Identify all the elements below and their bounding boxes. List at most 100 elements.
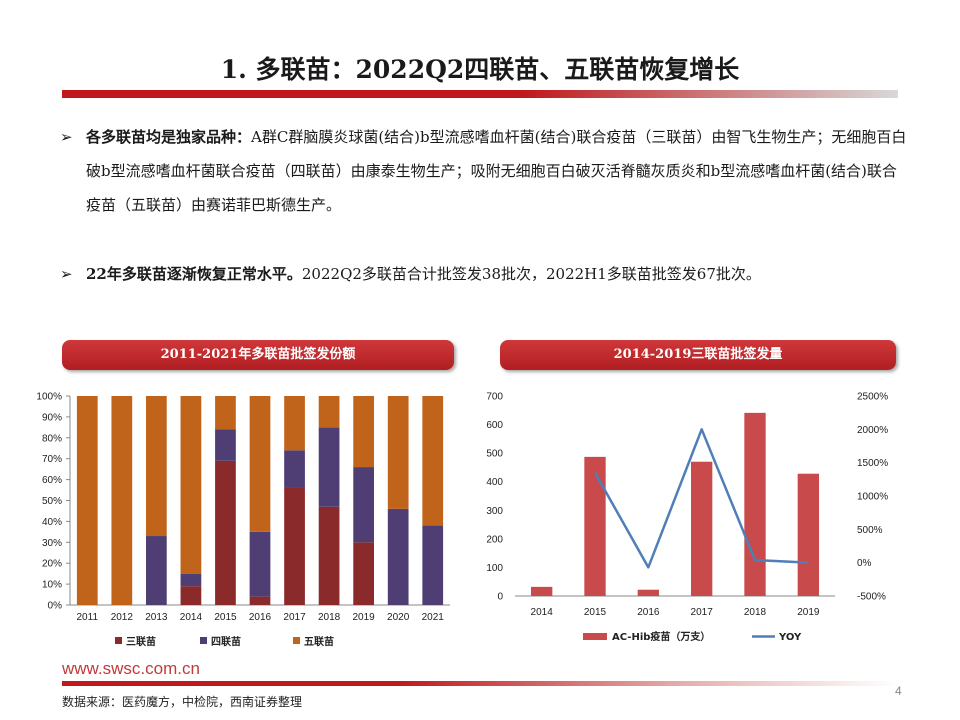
bar <box>797 473 819 596</box>
legend-swatch <box>200 637 207 644</box>
y-right-tick-label: -500% <box>857 592 886 603</box>
x-tick-label: 2013 <box>145 612 168 623</box>
y-tick-label: 0% <box>48 601 63 612</box>
footer-divider <box>62 681 898 686</box>
bar-segment <box>422 396 444 526</box>
arrow-bullet-icon: ➢ <box>60 265 73 283</box>
x-tick-label: 2012 <box>111 612 134 623</box>
y-left-tick-label: 0 <box>497 592 503 603</box>
bar <box>531 586 553 596</box>
legend-label: 三联苗 <box>126 635 156 648</box>
bar-segment <box>180 396 202 574</box>
x-tick-label: 2015 <box>214 612 237 623</box>
y-left-tick-label: 300 <box>486 506 503 517</box>
y-right-tick-label: 1500% <box>857 458 888 469</box>
bullet-heading: 各多联苗均是独家品种： <box>86 128 252 146</box>
y-left-tick-label: 600 <box>486 420 503 431</box>
bar-segment <box>353 542 374 605</box>
bar-segment <box>249 396 271 532</box>
x-tick-label: 2019 <box>797 607 820 618</box>
bar-segment <box>215 396 236 430</box>
bullet-recovery: ➢ 22年多联苗逐渐恢复正常水平。2022Q2多联苗合计批签发38批次，2022… <box>60 257 910 291</box>
x-tick-label: 2018 <box>744 607 767 618</box>
x-tick-label: 2015 <box>584 607 607 618</box>
bar-segment <box>249 596 271 605</box>
legend-label: 五联苗 <box>304 635 334 648</box>
bar-segment <box>180 586 202 605</box>
bar <box>637 589 659 596</box>
x-tick-label: 2018 <box>318 612 341 623</box>
legend-label: AC-Hib疫苗（万支） <box>612 630 710 643</box>
chart-title-volume: 2014-2019三联苗批签发量 <box>500 340 896 370</box>
chart-title-share: 2011-2021年多联苗批签发份额 <box>62 340 454 370</box>
footer-url[interactable]: www.swsc.com.cn <box>62 659 200 678</box>
y-tick-label: 80% <box>42 433 62 444</box>
y-tick-label: 100% <box>36 392 62 403</box>
y-left-tick-label: 200 <box>486 534 503 545</box>
title-divider <box>62 90 898 98</box>
x-tick-label: 2020 <box>387 612 410 623</box>
bar-segment <box>76 396 98 605</box>
x-tick-label: 2017 <box>691 607 714 618</box>
bar-segment <box>353 396 374 468</box>
y-right-tick-label: 1000% <box>857 492 888 503</box>
page-title: 1. 多联苗：2022Q2四联苗、五联苗恢复增长 <box>220 55 740 84</box>
legend-label: YOY <box>778 632 802 643</box>
x-tick-label: 2021 <box>422 612 445 623</box>
bar-segment <box>249 531 271 597</box>
y-tick-label: 60% <box>42 475 62 486</box>
y-right-tick-label: 0% <box>857 558 872 569</box>
yoy-line <box>593 428 809 569</box>
y-tick-label: 70% <box>42 454 62 465</box>
y-left-tick-label: 500 <box>486 449 503 460</box>
bullet-body: A群C群脑膜炎球菌(结合)b型流感嗜血杆菌(结合)联合疫苗（三联苗）由智飞生物生… <box>86 128 907 214</box>
bullet-body: 2022Q2多联苗合计批签发38批次，2022H1多联苗批签发67批次。 <box>301 265 761 283</box>
bar <box>744 412 766 596</box>
bar-segment <box>146 396 167 537</box>
bar <box>691 461 713 596</box>
x-tick-label: 2016 <box>249 612 272 623</box>
bar-segment <box>387 396 409 509</box>
y-tick-label: 10% <box>42 580 62 591</box>
bullet-heading: 22年多联苗逐渐恢复正常水平。 <box>86 265 302 283</box>
bar <box>584 456 606 596</box>
bar-segment <box>215 460 236 605</box>
legend-swatch <box>293 637 300 644</box>
bar-segment <box>215 429 236 461</box>
bar-segment <box>422 525 444 605</box>
bar-segment <box>111 396 133 605</box>
bar-segment <box>146 536 167 605</box>
legend-swatch-bar <box>583 633 607 640</box>
y-right-tick-label: 2500% <box>857 392 888 403</box>
bar-segment <box>387 508 409 605</box>
legend-label: 四联苗 <box>211 635 241 648</box>
y-tick-label: 20% <box>42 559 62 570</box>
x-tick-label: 2011 <box>77 612 99 623</box>
y-tick-label: 50% <box>42 496 62 507</box>
arrow-bullet-icon: ➢ <box>60 128 73 146</box>
legend-swatch <box>115 637 122 644</box>
bar-segment <box>180 573 202 587</box>
x-tick-label: 2019 <box>353 612 376 623</box>
bar-segment <box>318 427 340 507</box>
x-tick-label: 2014 <box>180 612 203 623</box>
page-number: 4 <box>895 684 902 698</box>
y-tick-label: 90% <box>42 412 62 423</box>
x-tick-label: 2016 <box>637 607 660 618</box>
y-right-tick-label: 500% <box>857 525 883 536</box>
bar-segment <box>353 467 374 543</box>
bar-segment <box>318 396 340 428</box>
x-tick-label: 2014 <box>531 607 554 618</box>
bar-segment <box>284 396 305 451</box>
x-tick-label: 2017 <box>283 612 306 623</box>
y-left-tick-label: 700 <box>486 392 503 403</box>
bar-segment <box>318 506 340 605</box>
y-right-tick-label: 2000% <box>857 425 888 436</box>
y-tick-label: 30% <box>42 538 62 549</box>
y-left-tick-label: 400 <box>486 477 503 488</box>
bar-segment <box>284 487 305 605</box>
data-source: 数据来源：医药魔方，中检院，西南证券整理 <box>62 695 303 709</box>
bar-segment <box>284 450 305 488</box>
bullet-exclusive-products: ➢ 各多联苗均是独家品种：A群C群脑膜炎球菌(结合)b型流感嗜血杆菌(结合)联合… <box>60 120 910 222</box>
